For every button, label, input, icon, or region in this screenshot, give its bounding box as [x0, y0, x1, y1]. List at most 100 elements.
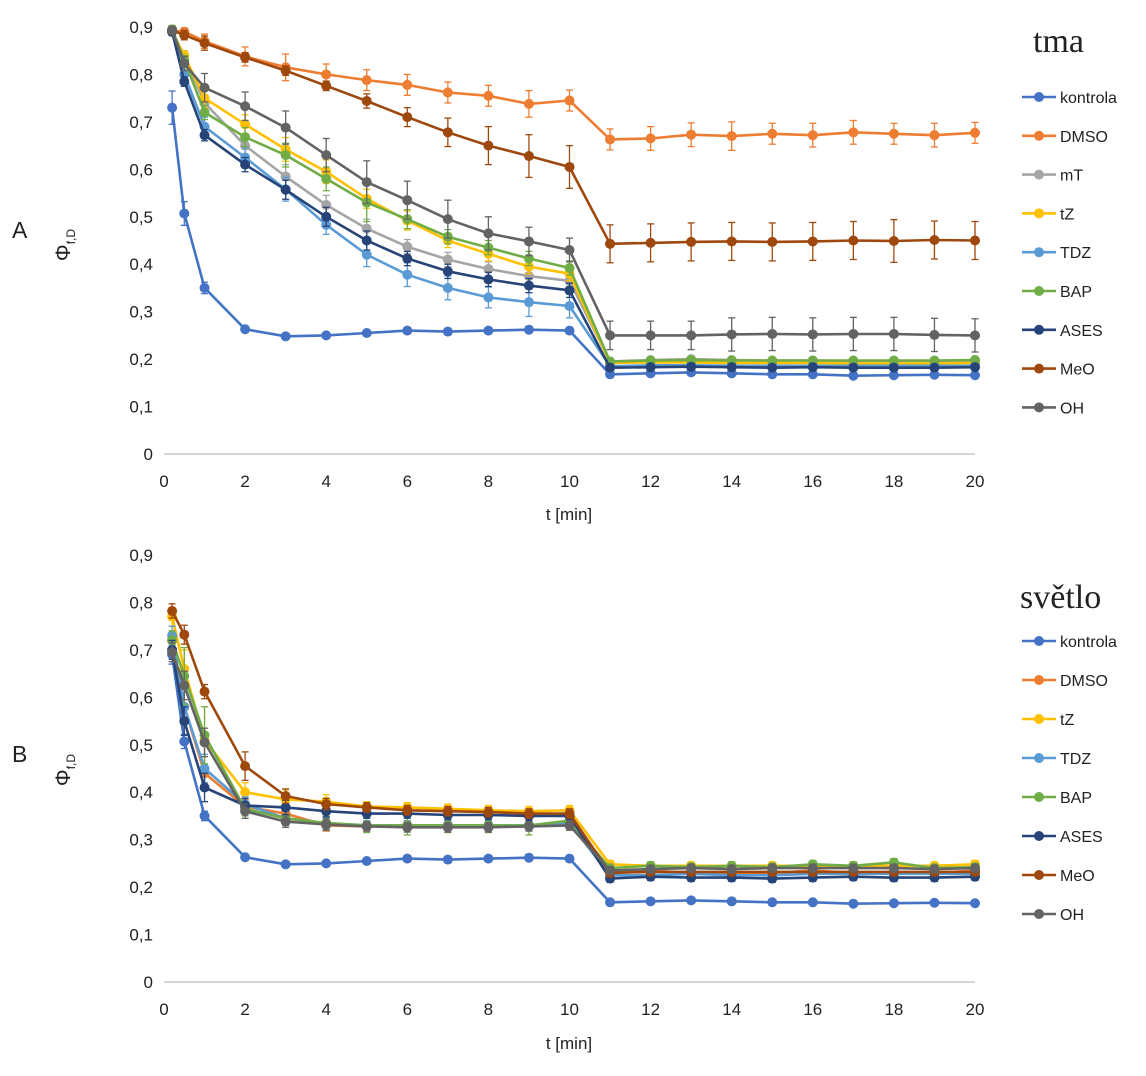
data-point [929, 235, 940, 246]
data-point [888, 128, 899, 139]
data-point [402, 269, 413, 280]
legend-item-TDZ: TDZ [1022, 751, 1091, 768]
legend-item-tZ: tZ [1022, 206, 1074, 223]
data-point [442, 806, 453, 817]
data-point [767, 863, 778, 874]
legend-marker [1034, 169, 1044, 180]
data-point [199, 130, 210, 141]
data-point [726, 236, 737, 247]
data-point [564, 808, 575, 819]
data-point [402, 195, 413, 206]
y-tick-label: 0,1 [129, 926, 153, 945]
data-point [848, 127, 859, 138]
legend-item-ASES: ASES [1022, 829, 1103, 846]
data-point [361, 235, 372, 246]
data-point [199, 686, 210, 697]
data-point [807, 897, 818, 908]
x-tick-label: 12 [641, 1000, 660, 1019]
legend-label: kontrola [1060, 90, 1117, 107]
legend-marker [1034, 909, 1044, 919]
data-point [321, 806, 332, 817]
y-tick-label: 0,4 [129, 783, 153, 802]
data-point [167, 647, 178, 658]
legend-label: kontrola [1060, 634, 1117, 651]
legend-label: ASES [1060, 829, 1103, 846]
legend-marker [1034, 130, 1044, 141]
data-point [199, 107, 210, 118]
data-point [523, 280, 534, 291]
data-point [564, 853, 575, 864]
data-point [929, 864, 940, 875]
data-point [179, 208, 190, 219]
chart-title: světlo [1020, 579, 1101, 616]
data-point [402, 805, 413, 816]
legend-marker [1034, 247, 1044, 258]
data-point [888, 863, 899, 874]
data-point [605, 897, 616, 908]
data-point [564, 95, 575, 106]
data-point [483, 822, 494, 833]
data-point [767, 897, 778, 908]
y-tick-label: 0,8 [129, 65, 153, 84]
data-point [179, 76, 190, 87]
data-point [564, 161, 575, 172]
legend-label: TDZ [1060, 245, 1091, 262]
y-axis-label-subscript: f,D [64, 754, 78, 770]
data-point [402, 241, 413, 252]
data-point [848, 362, 859, 373]
data-point [848, 370, 859, 381]
x-tick-label: 20 [966, 1000, 985, 1019]
data-point [442, 254, 453, 265]
y-tick-label: 0 [144, 445, 153, 464]
data-point [199, 810, 210, 821]
series-line [170, 28, 976, 363]
legend-marker [1034, 831, 1044, 841]
data-point [199, 38, 210, 49]
data-point [240, 119, 251, 130]
legend-label: ASES [1060, 323, 1103, 340]
series-kontrola [167, 90, 980, 381]
y-tick-label: 0,5 [129, 208, 153, 227]
data-point [726, 362, 737, 373]
data-point [929, 362, 940, 373]
series-OH [167, 25, 980, 353]
x-tick-label: 18 [884, 1000, 903, 1019]
data-point [564, 244, 575, 255]
data-point [280, 150, 291, 161]
series-OH [167, 642, 980, 876]
data-point [605, 134, 616, 145]
y-tick-label: 0,3 [129, 831, 153, 850]
data-point [483, 807, 494, 818]
data-point [280, 859, 291, 870]
series-line [170, 31, 976, 370]
legend-item-BAP: BAP [1022, 284, 1092, 301]
x-tick-label: 20 [966, 472, 985, 491]
data-point [848, 328, 859, 339]
data-point [280, 791, 291, 802]
data-point [402, 253, 413, 264]
data-point [240, 132, 251, 143]
data-point [523, 324, 534, 335]
legend-label: DMSO [1060, 129, 1108, 146]
data-point [442, 854, 453, 865]
series-DMSO [167, 25, 980, 152]
legend-marker [1034, 208, 1044, 219]
data-point [970, 235, 980, 246]
data-point [483, 274, 494, 285]
data-point [888, 898, 899, 909]
data-point [361, 249, 372, 260]
data-point [402, 853, 413, 864]
data-point [686, 236, 697, 247]
legend-label: tZ [1060, 206, 1074, 223]
y-axis-label-subscript: f,D [64, 229, 78, 245]
x-tick-label: 0 [159, 472, 168, 491]
data-point [361, 177, 372, 188]
y-axis-label-main: Φ [52, 244, 75, 261]
series-line [170, 31, 976, 365]
data-point [645, 896, 656, 907]
x-tick-label: 10 [560, 472, 579, 491]
legend-label: OH [1060, 907, 1084, 924]
data-point [564, 263, 575, 274]
data-point [645, 362, 656, 373]
data-point [179, 716, 190, 727]
